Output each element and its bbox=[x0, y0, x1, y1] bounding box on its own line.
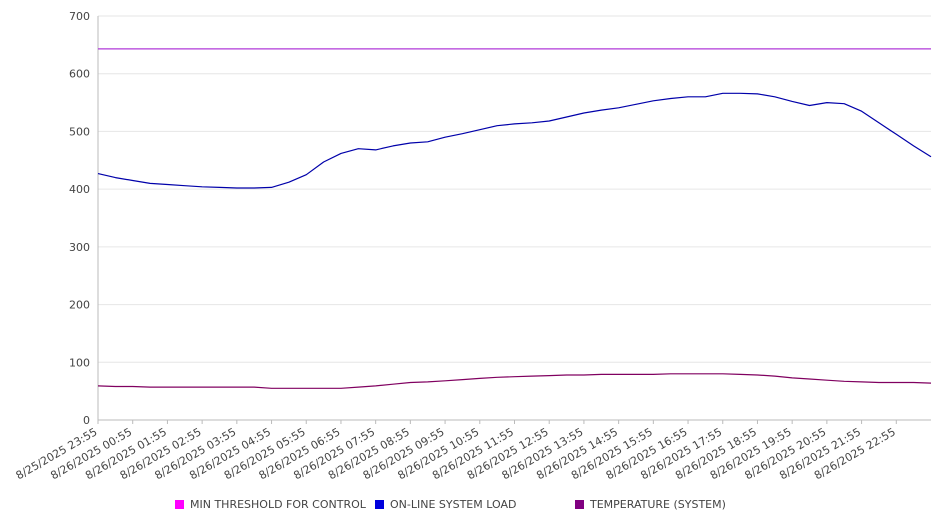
legend-label-min-threshold: MIN THRESHOLD FOR CONTROL bbox=[190, 498, 366, 511]
gridlines bbox=[98, 15, 931, 363]
y-tick-label: 500 bbox=[69, 125, 90, 138]
legend-item-min-threshold: MIN THRESHOLD FOR CONTROL bbox=[175, 498, 366, 511]
legend-swatch-min-threshold bbox=[175, 500, 184, 509]
legend-swatch-system-load bbox=[375, 500, 384, 509]
y-tick-label: 400 bbox=[69, 183, 90, 196]
series-lines bbox=[97, 48, 932, 389]
y-tick-label: 700 bbox=[69, 10, 90, 23]
series-line-1 bbox=[97, 92, 932, 189]
y-tick-label: 0 bbox=[83, 414, 90, 427]
y-axis-tick-labels: 0 100 200 300 400 500 600 700 bbox=[69, 10, 90, 427]
y-tick-label: 100 bbox=[69, 356, 90, 369]
y-tick-label: 300 bbox=[69, 241, 90, 254]
x-axis-tick-labels: 8/25/2025 23:558/26/2025 00:558/26/2025 … bbox=[14, 425, 898, 482]
legend-label-temperature: TEMPERATURE (SYSTEM) bbox=[590, 498, 726, 511]
series-line-2 bbox=[97, 373, 932, 389]
legend-item-temperature: TEMPERATURE (SYSTEM) bbox=[575, 498, 726, 511]
axes bbox=[97, 16, 931, 424]
y-tick-label: 600 bbox=[69, 68, 90, 81]
y-tick-label: 200 bbox=[69, 299, 90, 312]
legend-label-system-load: ON-LINE SYSTEM LOAD bbox=[390, 498, 517, 511]
legend-swatch-temperature bbox=[575, 500, 584, 509]
legend-item-system-load: ON-LINE SYSTEM LOAD bbox=[375, 498, 516, 511]
legend: MIN THRESHOLD FOR CONTROL ON-LINE SYSTEM… bbox=[0, 498, 946, 514]
